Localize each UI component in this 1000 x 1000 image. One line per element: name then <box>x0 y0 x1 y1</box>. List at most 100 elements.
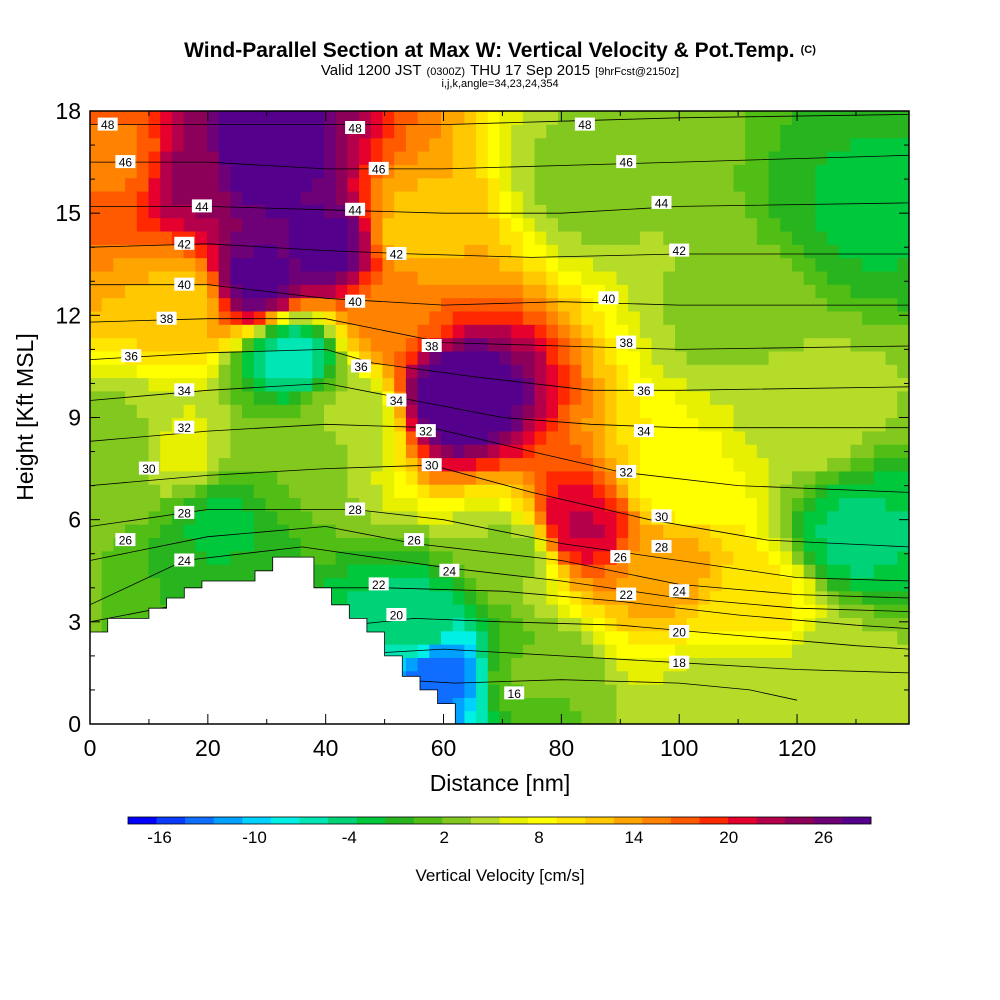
field-cell <box>827 564 840 579</box>
field-cell <box>780 111 793 125</box>
field-cell <box>101 470 114 485</box>
isentrope-label: 18 <box>669 655 690 670</box>
field-cell <box>838 590 852 605</box>
field-cell <box>359 404 372 419</box>
field-cell <box>581 657 594 672</box>
field-cell <box>452 617 465 632</box>
field-cell <box>698 684 711 698</box>
field-cell <box>218 177 231 192</box>
field-cell <box>195 564 208 579</box>
field-cell <box>604 417 618 432</box>
field-cell <box>593 190 606 205</box>
field-cell <box>721 150 735 165</box>
field-cell <box>499 190 512 205</box>
isentrope-label-text: 44 <box>195 200 209 214</box>
field-cell <box>429 111 442 125</box>
isentrope-label: 42 <box>174 236 195 251</box>
field-cell <box>522 604 536 618</box>
field-cell <box>464 497 477 512</box>
field-cell <box>780 537 793 552</box>
field-cell <box>335 564 348 579</box>
field-cell <box>710 377 723 392</box>
field-cell <box>885 670 898 685</box>
field-cell <box>604 164 618 179</box>
field-cell <box>288 204 302 219</box>
field-cell <box>464 230 477 245</box>
field-cell <box>546 470 559 485</box>
field-cell <box>335 257 348 272</box>
field-cell <box>476 417 489 432</box>
field-cell <box>558 684 571 698</box>
field-cell <box>464 444 477 459</box>
field-cell <box>405 337 419 352</box>
field-cell <box>838 390 852 405</box>
field-cell <box>838 337 852 352</box>
field-cell <box>581 230 594 245</box>
isentrope-label: 24 <box>669 584 690 599</box>
field-cell <box>242 111 255 125</box>
field-cell <box>873 470 887 485</box>
field-cell <box>756 577 770 592</box>
field-cell <box>885 404 898 419</box>
field-cell <box>394 577 407 592</box>
field-cell <box>569 350 582 365</box>
field-cell <box>546 617 559 632</box>
field-cell <box>265 430 278 445</box>
field-cell <box>733 257 746 272</box>
field-cell <box>534 190 547 205</box>
field-cell <box>359 550 372 565</box>
field-cell <box>593 164 606 179</box>
field-cell <box>873 217 887 232</box>
field-cell <box>546 137 559 152</box>
field-cell <box>593 310 606 325</box>
field-cell <box>581 337 594 352</box>
field-cell <box>90 337 103 352</box>
field-cell <box>663 124 676 139</box>
field-cell <box>838 697 852 712</box>
field-cell <box>288 164 302 179</box>
field-cell <box>827 364 840 379</box>
field-cell <box>405 444 419 459</box>
field-cell <box>780 310 793 325</box>
field-cell <box>253 537 267 552</box>
field-cell <box>265 257 278 272</box>
field-cell <box>288 244 302 259</box>
field-cell <box>838 377 852 392</box>
field-cell <box>195 497 208 512</box>
field-cell <box>382 364 395 379</box>
field-cell <box>838 111 852 125</box>
field-cell <box>288 124 302 139</box>
field-cell <box>522 484 536 499</box>
field-cell <box>335 497 348 512</box>
field-cell <box>218 164 231 179</box>
field-cell <box>324 310 337 325</box>
field-cell <box>300 270 313 285</box>
field-cell <box>288 230 302 245</box>
isentrope-label-text: 16 <box>508 687 522 701</box>
colorbar-swatch <box>670 817 700 824</box>
field-cell <box>639 350 653 365</box>
field-cell <box>265 390 278 405</box>
field-cell <box>160 217 173 232</box>
field-cell <box>90 284 103 299</box>
field-cell <box>511 590 524 605</box>
field-cell <box>394 590 407 605</box>
field-cell <box>897 310 909 325</box>
colorbar-swatch <box>356 817 386 824</box>
field-cell <box>300 457 313 472</box>
field-cell <box>710 190 723 205</box>
field-cell <box>862 337 875 352</box>
field-cell <box>593 244 606 259</box>
field-cell <box>171 257 185 272</box>
field-cell <box>265 337 278 352</box>
field-cell <box>511 550 524 565</box>
field-cell <box>803 310 816 325</box>
field-cell <box>405 124 419 139</box>
field-cell <box>347 457 360 472</box>
field-cell <box>441 390 454 405</box>
field-cell <box>897 124 909 139</box>
field-cell <box>862 270 875 285</box>
field-cell <box>897 430 909 445</box>
field-cell <box>885 270 898 285</box>
field-cell <box>160 137 173 152</box>
